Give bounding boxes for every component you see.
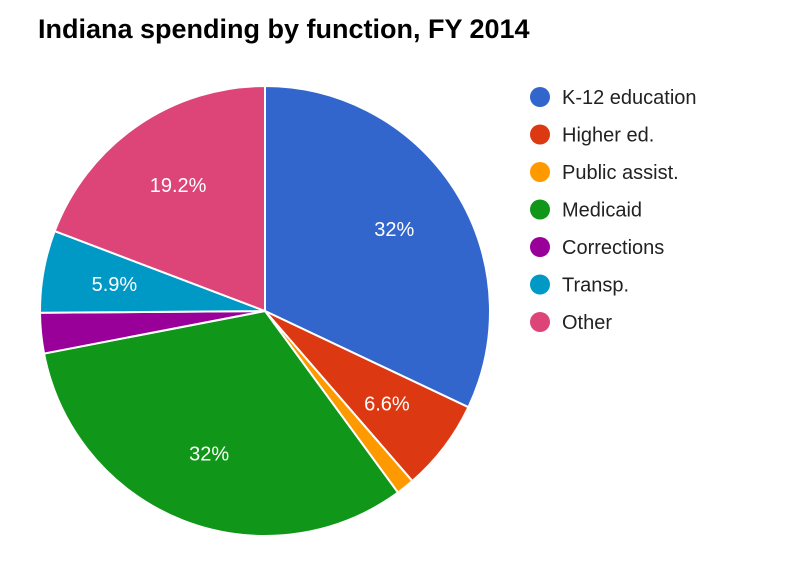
slice-labels: 32% 6.6% 32% 5.9% 19.2% (92, 175, 415, 465)
legend-label: K-12 education (562, 87, 697, 109)
legend-swatch (530, 162, 550, 182)
slice-label: 32% (374, 219, 414, 241)
slice-label: 6.6% (364, 394, 410, 416)
slice-label: 19.2% (150, 175, 207, 197)
legend: K-12 education Higher ed. Public assist. Me… (530, 87, 697, 334)
legend-swatch (530, 87, 550, 107)
slice-medicaid (42, 309, 400, 537)
legend-swatch (530, 274, 550, 295)
slice-label: 32% (189, 443, 229, 465)
legend-label: Other (562, 312, 612, 334)
legend-swatch (530, 124, 550, 145)
legend-swatch (530, 199, 550, 220)
legend-label: Public assist. (562, 162, 679, 184)
legend-label: Higher ed. (562, 125, 654, 147)
pie-slices (39, 84, 491, 537)
chart-title: Indiana spending by function, FY 2014 (38, 14, 530, 44)
slice-label: 5.9% (92, 274, 138, 296)
legend-label: Corrections (562, 237, 664, 259)
legend-label: Transp. (562, 275, 629, 297)
slice-k-12-education (264, 84, 491, 409)
legend-label: Medicaid (562, 200, 642, 222)
legend-swatch (530, 237, 550, 257)
slice-other (53, 84, 266, 313)
legend-swatch (530, 312, 550, 332)
